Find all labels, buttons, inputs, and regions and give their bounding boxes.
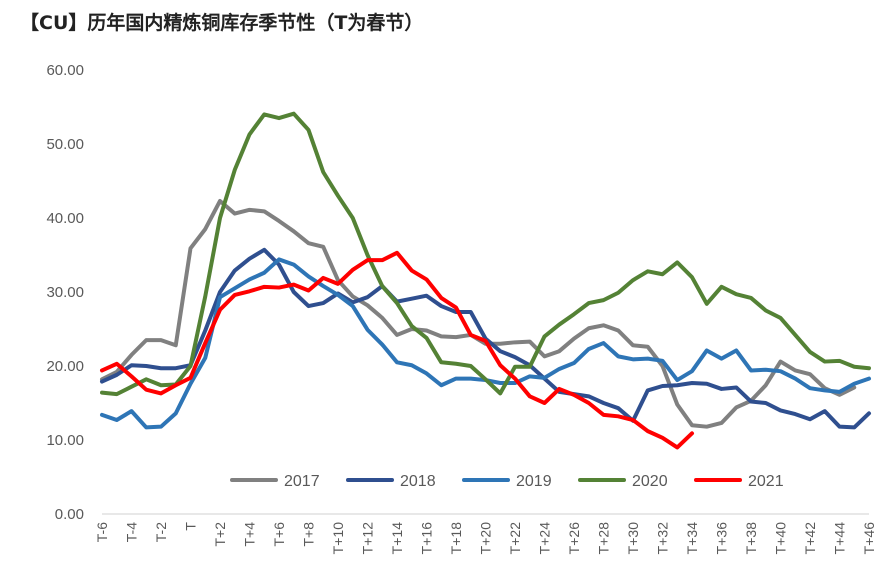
x-tick-label: T+38 xyxy=(743,522,759,555)
x-tick-label: T+22 xyxy=(507,522,523,555)
x-tick-label: T+6 xyxy=(271,522,287,547)
x-tick-label: T+36 xyxy=(714,522,730,555)
series-line-2020 xyxy=(100,111,871,397)
x-tick-label: T+30 xyxy=(625,522,641,555)
x-tick-label: T+40 xyxy=(773,522,789,555)
x-axis: T-6 T-4 T-2 T T+2 T+4 T+6 T+8 T+10 T+12 T+14 T+16 T+… xyxy=(94,513,877,555)
x-tick-label: T+16 xyxy=(419,522,435,555)
y-tick-label: 30.00 xyxy=(46,284,84,301)
x-tick-label: T+34 xyxy=(684,522,700,555)
y-tick-label: 40.00 xyxy=(46,210,84,227)
legend-label-2021: 2021 xyxy=(748,473,784,490)
x-tick-label: T+24 xyxy=(537,522,553,555)
series-line-2018 xyxy=(100,247,871,430)
x-tick-label: T+2 xyxy=(212,522,228,547)
x-tick-label: T-2 xyxy=(153,522,169,542)
x-tick-label: T+46 xyxy=(861,522,877,555)
legend-label-2018: 2018 xyxy=(400,473,436,490)
legend-label-2020: 2020 xyxy=(632,473,668,490)
y-tick-label: 60.00 xyxy=(46,62,84,79)
plot-area xyxy=(100,111,871,450)
legend-label-2017: 2017 xyxy=(284,473,320,490)
x-tick-label: T+26 xyxy=(566,522,582,555)
x-tick-label: T+14 xyxy=(389,522,405,555)
x-tick-label: T+8 xyxy=(301,522,317,547)
x-tick-label: T xyxy=(183,522,199,531)
x-tick-label: T+44 xyxy=(832,522,848,555)
x-tick-label: T+18 xyxy=(448,522,464,555)
x-tick-label: T+28 xyxy=(596,522,612,555)
x-tick-label: T+20 xyxy=(478,522,494,555)
series-line-2021 xyxy=(100,250,694,450)
x-tick-label: T+42 xyxy=(802,522,818,555)
legend: 2017 2018 2019 2020 2021 xyxy=(230,473,784,490)
y-tick-label: 0.00 xyxy=(55,506,84,523)
y-tick-label: 20.00 xyxy=(46,358,84,375)
x-tick-label: T+32 xyxy=(655,522,671,555)
chart-title: 【CU】历年国内精炼铜库存季节性（T为春节） xyxy=(20,12,424,34)
x-tick-label: T-6 xyxy=(94,522,110,542)
x-tick-label: T-4 xyxy=(124,522,140,542)
x-tick-label: T+4 xyxy=(242,522,258,547)
x-tick-label: T+12 xyxy=(360,522,376,555)
y-axis: 0.00 10.00 20.00 30.00 40.00 50.00 60.00 xyxy=(46,62,84,523)
legend-label-2019: 2019 xyxy=(516,473,552,490)
x-tick-label: T+10 xyxy=(330,522,346,555)
y-tick-label: 50.00 xyxy=(46,136,84,153)
y-tick-label: 10.00 xyxy=(46,432,84,449)
